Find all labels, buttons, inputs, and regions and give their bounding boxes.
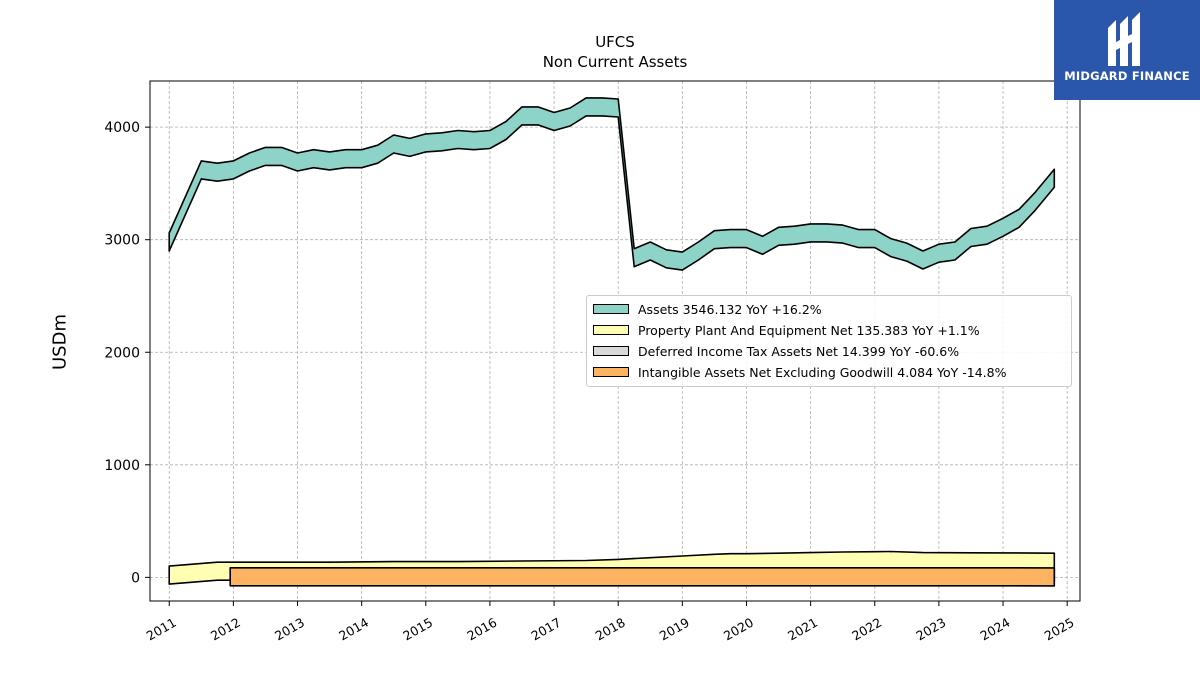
x-tick-label: 2022 (849, 615, 884, 644)
x-tick-label: 2011 (144, 615, 179, 644)
y-tick-label: 4000 (104, 120, 140, 136)
x-tick-label: 2016 (464, 615, 499, 644)
legend: Assets 3546.132 YoY +16.2% Property Plan… (586, 295, 1072, 387)
logo-text: MIDGARD FINANCE (1064, 69, 1190, 83)
x-tick-label: 2023 (913, 615, 948, 644)
legend-label: Assets 3546.132 YoY +16.2% (638, 301, 822, 317)
chart-title: UFCS (595, 33, 635, 51)
series-band-3 (229, 566, 1056, 587)
y-axis-label: USDm (49, 314, 71, 370)
legend-label: Intangible Assets Net Excluding Goodwill… (638, 364, 1007, 380)
x-tick-label: 2015 (400, 615, 435, 644)
legend-item-assets: Assets 3546.132 YoY +16.2% (593, 299, 822, 319)
logo-mark-icon (1108, 12, 1140, 66)
y-axis: 0 1000 2000 3000 4000 (104, 120, 150, 586)
x-tick-label: 2025 (1042, 615, 1077, 644)
x-tick-label: 2019 (657, 615, 692, 644)
legend-swatch (593, 346, 629, 356)
x-tick-label: 2017 (529, 615, 564, 644)
chart-subtitle: Non Current Assets (542, 53, 688, 71)
series-band-0 (168, 97, 1056, 271)
x-tick-label: 2018 (593, 615, 628, 644)
legend-item-deferred-tax: Deferred Income Tax Assets Net 14.399 Yo… (593, 341, 959, 361)
y-tick-label: 1000 (104, 458, 140, 474)
legend-label: Property Plant And Equipment Net 135.383… (638, 322, 980, 338)
series-areas (168, 97, 1056, 587)
x-tick-label: 2024 (977, 615, 1012, 644)
x-tick-label: 2014 (336, 615, 371, 644)
logo: MIDGARD FINANCE (1054, 0, 1200, 100)
x-tick-label: 2021 (785, 615, 820, 644)
legend-swatch (593, 325, 629, 335)
legend-swatch (593, 304, 629, 314)
y-tick-label: 2000 (104, 345, 140, 361)
x-tick-label: 2020 (721, 615, 756, 644)
y-tick-label: 0 (131, 570, 140, 586)
y-tick-label: 3000 (104, 233, 140, 249)
legend-swatch (593, 367, 629, 377)
legend-item-ppe: Property Plant And Equipment Net 135.383… (593, 320, 980, 340)
legend-label: Deferred Income Tax Assets Net 14.399 Yo… (638, 343, 960, 359)
x-tick-label: 2012 (208, 615, 243, 644)
x-tick-label: 2013 (272, 615, 307, 644)
legend-item-intangibles: Intangible Assets Net Excluding Goodwill… (593, 362, 1006, 382)
plot-frame (149, 80, 1081, 602)
x-axis: 2011 2012 2013 2014 2015 2016 2017 2018 2019 2020… (144, 601, 1077, 644)
